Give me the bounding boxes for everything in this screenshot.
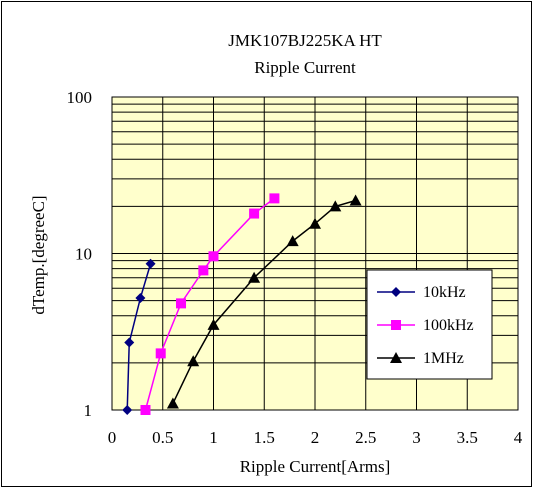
y-tick-label: 100 <box>67 88 93 107</box>
x-tick-label: 2.5 <box>355 428 376 447</box>
x-tick-label: 1.5 <box>254 428 275 447</box>
data-point <box>286 235 299 247</box>
series-0 <box>122 258 156 415</box>
y-tick-label: 10 <box>75 245 92 264</box>
legend-entry: 100kHz <box>423 317 474 334</box>
data-point <box>145 258 156 269</box>
x-tick-label: 1 <box>209 428 218 447</box>
y-tick-label: 1 <box>84 401 93 420</box>
data-point <box>248 271 261 283</box>
x-axis-label: Ripple Current[Arms] <box>240 457 391 476</box>
legend-marker <box>391 287 401 297</box>
data-point <box>187 355 200 367</box>
series-line <box>126 263 152 411</box>
series-1 <box>140 193 280 415</box>
data-point <box>329 200 342 212</box>
data-point <box>269 193 280 204</box>
series-2 <box>166 194 362 409</box>
data-point <box>198 265 209 276</box>
legend-marker <box>390 352 402 363</box>
x-tick-label: 0 <box>108 428 117 447</box>
data-point <box>207 318 220 330</box>
data-point <box>122 405 133 415</box>
chart-title: JMK107BJ225KA HT <box>228 31 382 50</box>
data-point <box>309 217 321 229</box>
x-tick-label: 2 <box>311 428 320 447</box>
legend-entry: 10kHz <box>423 284 466 301</box>
chart-subtitle: Ripple Current <box>254 58 356 77</box>
x-tick-label: 3 <box>412 428 421 447</box>
data-point <box>249 208 260 219</box>
x-tick-label: 0.5 <box>152 428 173 447</box>
x-tick-label: 3.5 <box>457 428 478 447</box>
legend-entry: 1MHz <box>423 350 464 367</box>
legend-marker <box>391 320 401 330</box>
data-point <box>124 337 135 348</box>
data-point <box>155 348 166 359</box>
x-tick-label: 4 <box>514 428 523 447</box>
data-point <box>140 405 151 415</box>
y-axis-label: dTemp.[degreeC] <box>29 195 48 314</box>
data-point <box>166 397 179 409</box>
data-point <box>208 251 219 262</box>
data-point <box>349 194 362 206</box>
plot-border <box>111 96 519 411</box>
data-point <box>135 292 146 303</box>
data-point <box>176 298 187 309</box>
